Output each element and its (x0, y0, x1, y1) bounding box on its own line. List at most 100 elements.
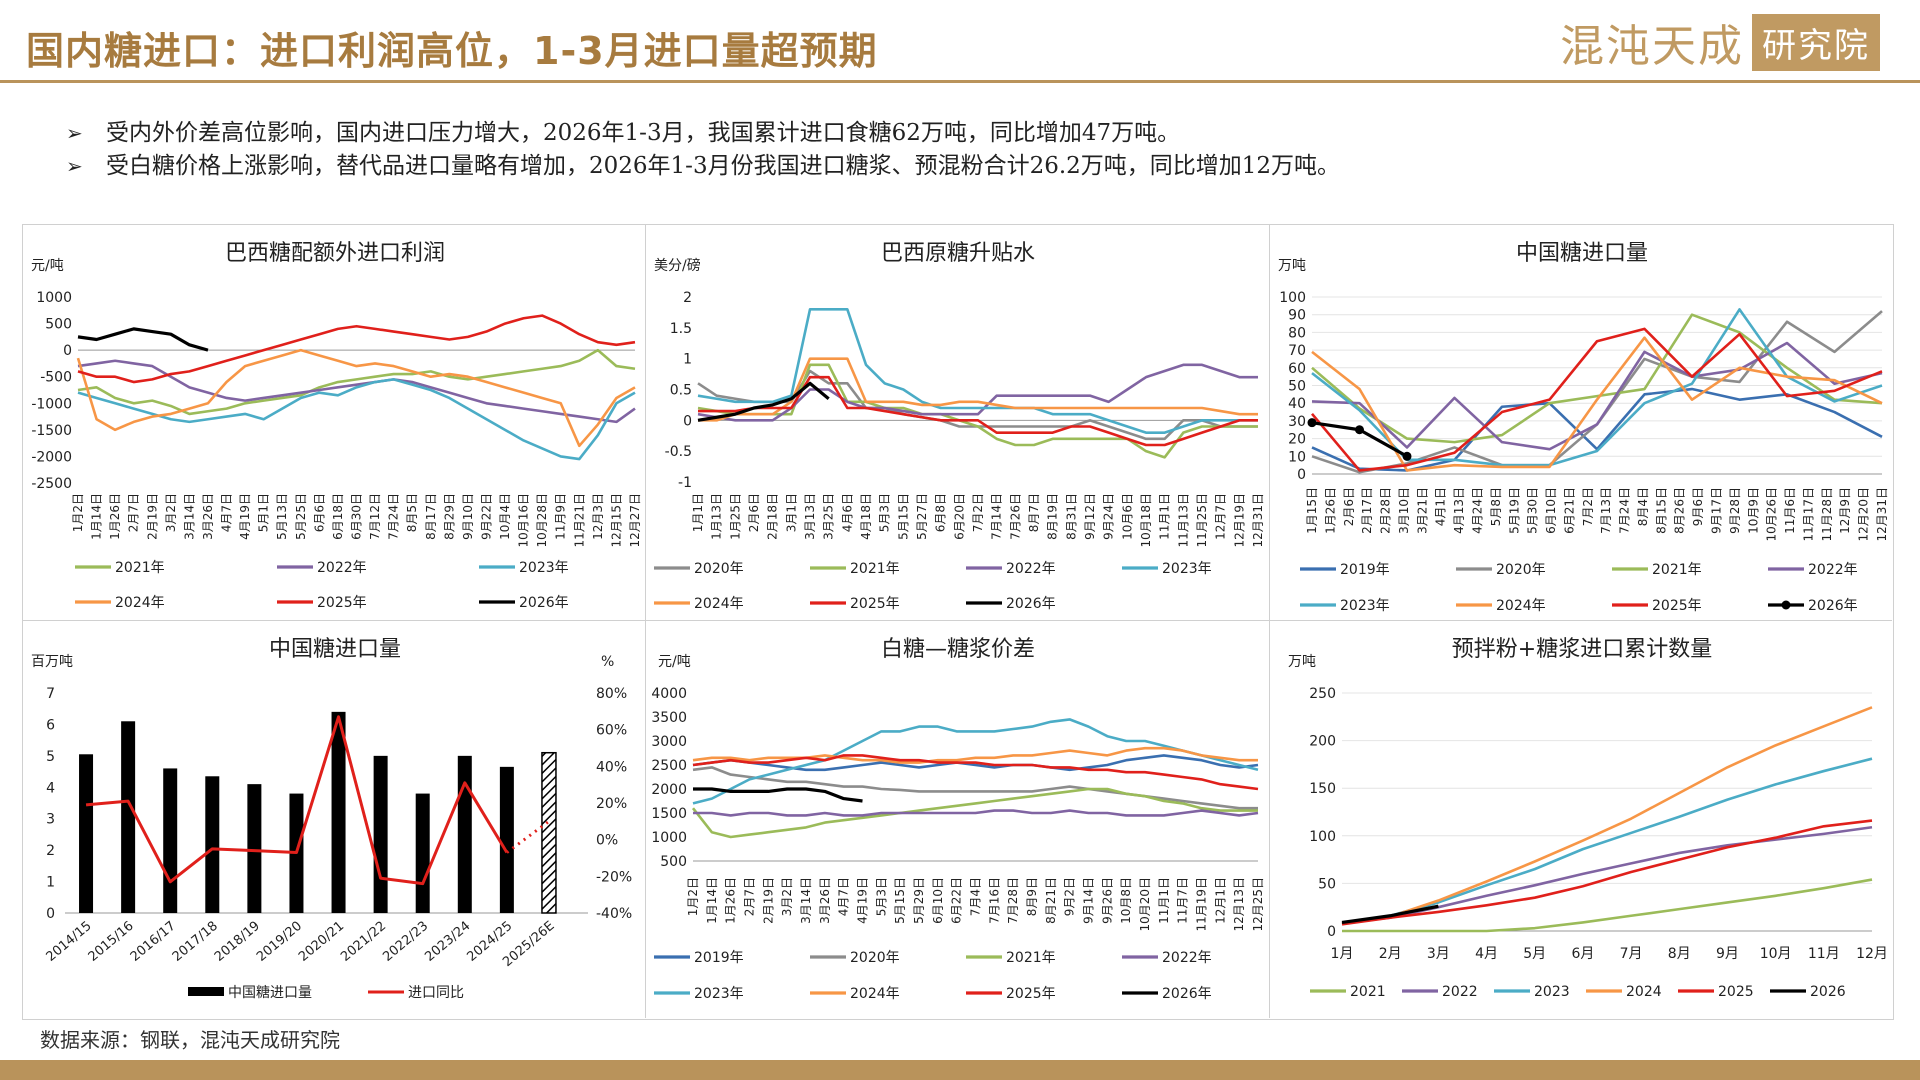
x-tick-label: 6月8日 (934, 493, 948, 532)
bar-import-volume (457, 755, 472, 913)
legend-label: 2022年 (317, 560, 367, 576)
x-tick-label: 11月7日 (1176, 877, 1190, 924)
y-tick-label: 60 (1288, 361, 1306, 377)
legend-label: 2022年 (1162, 950, 1212, 966)
series-line-2024 (1311, 336, 1883, 472)
y-tick-label: 150 (1309, 781, 1336, 797)
y-tick-label: 200 (1309, 734, 1336, 750)
y-tick-label: 4 (46, 780, 55, 796)
x-tick-label: 8月 (1668, 946, 1691, 962)
x-tick-label: 1月26日 (1323, 487, 1337, 534)
y-tick-label: 3000 (651, 734, 687, 750)
y-tick-label: 0 (1327, 924, 1336, 940)
x-tick-label: 2018/19 (212, 919, 263, 965)
y2-tick-label: 20% (596, 796, 627, 812)
y-tick-label: -1 (678, 475, 692, 491)
y-tick-label: 80 (1288, 325, 1306, 341)
x-tick-label: 5月1日 (257, 493, 271, 532)
y-tick-label: 2000 (651, 782, 687, 798)
x-tick-label: 7月4日 (969, 877, 983, 916)
legend-label: 2023年 (519, 560, 569, 576)
header-rule (0, 80, 1920, 83)
x-tick-label: 8月21日 (1044, 877, 1058, 924)
legend-label: 2026年 (519, 595, 569, 611)
chart-title: 白糖—糖浆价差 (881, 637, 1035, 662)
axis-unit-label: % (601, 654, 614, 670)
bullet-arrow-icon: ➢ (66, 121, 83, 145)
x-tick-label: 4月1日 (1434, 487, 1448, 526)
x-tick-label: 6月21日 (1562, 487, 1576, 534)
y-tick-label: 1.5 (670, 321, 692, 337)
x-tick-label: 5月3日 (878, 493, 892, 532)
y-tick-label: 10 (1288, 449, 1306, 465)
legend-label: 2021年 (115, 560, 165, 576)
legend-label: 2025 (1718, 984, 1754, 1000)
y-tick-label: 500 (45, 317, 72, 333)
series-line-2024 (692, 746, 1258, 764)
series-line-2020 (692, 766, 1258, 810)
axis-unit-label: 元/吨 (658, 654, 691, 670)
x-tick-label: 8月29日 (442, 493, 456, 540)
x-tick-label: 1月25日 (728, 493, 742, 540)
y-tick-label: -0.5 (665, 444, 692, 460)
legend-label: 2026 (1810, 984, 1846, 1000)
y-tick-label: 0 (1297, 467, 1306, 483)
chart-panel-sugar-syrup-spread: 白糖—糖浆价差 元/吨 4000 3500 3000 2500 2000 1500 1000 50… (646, 621, 1268, 1015)
x-tick-label: 9月12日 (1083, 493, 1097, 540)
x-tick-label: 5月3日 (874, 877, 888, 916)
x-tick-label: 8月15日 (1654, 487, 1668, 534)
axis-unit-label: 美分/磅 (654, 257, 701, 274)
x-tick-label: 12月3日 (591, 493, 605, 540)
series-point-2026 (1402, 451, 1412, 461)
x-tick-label: 11月17日 (1801, 487, 1815, 542)
series-line-2025 (698, 375, 1258, 447)
chart-grid-frame (22, 224, 1894, 1020)
legend-label: 2025年 (1006, 986, 1056, 1002)
x-tick-label: 12月 (1856, 946, 1888, 962)
x-tick-label: 4月7日 (837, 877, 851, 916)
x-tick-label: 2015/16 (86, 919, 137, 965)
legend-marker (1781, 600, 1791, 610)
x-tick-label: 1月2日 (686, 877, 700, 916)
x-tick-label: 3月 (1427, 946, 1450, 962)
series-line-2025 (77, 314, 636, 384)
x-tick-label: 12月31日 (1251, 493, 1265, 548)
y-tick-label: 3500 (651, 710, 687, 726)
x-tick-label: 2月19日 (761, 877, 775, 924)
y-tick-label: 50 (1318, 876, 1336, 892)
y-tick-label: 40 (1288, 396, 1306, 412)
legend-swatch (188, 987, 224, 996)
bullet-arrow-icon: ➢ (66, 154, 83, 178)
y2-tick-label: -40% (596, 906, 632, 922)
data-source: 数据来源：钢联，混沌天成研究院 (40, 1028, 340, 1052)
chart-title: 预拌粉+糖浆进口累计数量 (1452, 637, 1712, 662)
x-tick-label: 3月14日 (182, 493, 196, 540)
x-tick-label: 2021/22 (338, 919, 389, 965)
y-tick-label: -1500 (31, 423, 72, 439)
series-line-2021 (691, 787, 1258, 839)
x-tick-label: 1月14日 (705, 877, 719, 924)
x-tick-label: 11月21日 (572, 493, 586, 548)
x-tick-label: 11月9日 (554, 493, 568, 540)
chart-title: 中国糖进口量 (1516, 241, 1648, 266)
x-tick-label: 5月19日 (1507, 487, 1521, 534)
x-tick-label: 9月2日 (1063, 877, 1077, 916)
bar-import-volume (373, 755, 388, 913)
x-tick-label: 3月1日 (784, 493, 798, 532)
x-tick-label: 5月 (1523, 946, 1546, 962)
axis-unit-label: 元/吨 (31, 258, 64, 274)
y-tick-label: 0 (63, 343, 72, 359)
x-tick-label: 5月13日 (275, 493, 289, 540)
x-tick-label: 5月27日 (915, 493, 929, 540)
brand-logo: 混沌天成 研究院 (1560, 13, 1880, 72)
x-tick-label: 2月7日 (743, 877, 757, 916)
x-tick-label: 7月24日 (387, 493, 401, 540)
x-tick-label: 8月9日 (1025, 877, 1039, 916)
bar-import-volume (163, 768, 178, 913)
bar-import-volume (79, 754, 94, 913)
x-tick-label: 11月28日 (1820, 487, 1834, 542)
y-tick-label: 100 (1309, 829, 1336, 845)
x-tick-label: 2月17日 (1360, 487, 1374, 534)
